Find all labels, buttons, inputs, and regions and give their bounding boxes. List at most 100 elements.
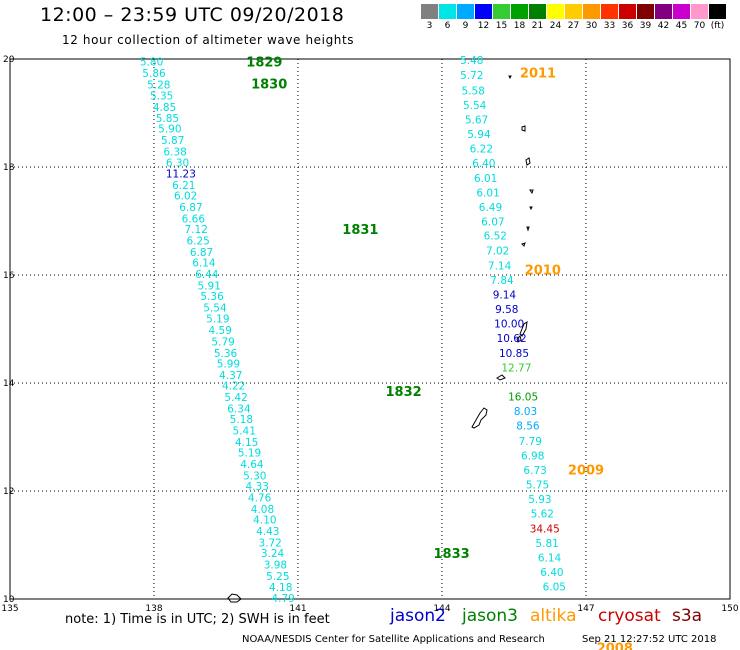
yap-island xyxy=(227,593,242,603)
wave-height-value: 6.01 xyxy=(476,187,499,199)
longitude-label: 138 xyxy=(145,604,162,614)
satellite-s3a: s3a xyxy=(672,606,703,626)
wave-height-value: 5.25 xyxy=(266,571,289,583)
legend-swatch xyxy=(547,4,564,19)
longitude-label: 147 xyxy=(577,604,594,614)
island-outlines xyxy=(227,75,534,603)
pass-time-label: 2011 xyxy=(520,67,556,82)
legend-label: 39 xyxy=(639,21,652,31)
legend-swatch xyxy=(583,4,600,19)
wave-height-value: 5.41 xyxy=(233,426,256,438)
wave-height-value: 5.75 xyxy=(526,480,549,492)
latitude-label: 14 xyxy=(3,379,15,389)
wave-height-value: 6.07 xyxy=(481,217,504,229)
wave-height-value: 5.30 xyxy=(243,470,266,482)
right-track: 5.48 5.72 5.58 5.54 5.67 5.94 6.22 6.40 6.01 6.01… xyxy=(460,55,566,594)
legend-swatch xyxy=(457,4,474,19)
tinian-island xyxy=(516,335,522,343)
wave-height-value: 12.77 xyxy=(501,362,531,374)
wave-height-value: 4.79 xyxy=(271,593,294,605)
wave-height-value: 5.94 xyxy=(467,129,491,141)
wave-height-value: 5.28 xyxy=(147,79,170,91)
guam-island xyxy=(471,407,488,429)
legend-label: 45 xyxy=(675,21,688,31)
wave-height-value: 5.35 xyxy=(150,91,173,103)
legend-swatch xyxy=(421,4,438,19)
legend-swatch xyxy=(439,4,456,19)
wave-height-value: 6.73 xyxy=(523,465,546,477)
wave-height-value: 4.59 xyxy=(209,325,232,337)
alamagan-island xyxy=(529,189,534,195)
satellite-jason2: jason2 xyxy=(390,606,446,626)
legend-label: 9 xyxy=(462,21,469,31)
anatahan-island xyxy=(521,242,526,247)
wave-height-value: 5.58 xyxy=(462,85,485,97)
legend-swatch xyxy=(637,4,654,19)
pass-time-label: 1830 xyxy=(251,77,287,92)
longitude-label: 135 xyxy=(1,604,18,614)
legend-label: 42 xyxy=(657,21,670,31)
wave-height-value: 5.67 xyxy=(465,114,488,126)
wave-height-value: 4.33 xyxy=(246,481,269,493)
wave-height-value: 4.43 xyxy=(256,526,279,538)
pass-time-label: 1833 xyxy=(434,547,470,562)
saipan-island xyxy=(519,320,528,337)
longitude-label: 141 xyxy=(289,604,306,614)
wave-height-value: 5.54 xyxy=(463,100,487,112)
wave-height-value: 6.05 xyxy=(543,582,566,594)
wave-height-value: 6.22 xyxy=(470,144,493,156)
legend-swatch xyxy=(511,4,528,19)
wave-height-value: 4.15 xyxy=(235,437,258,449)
rota-island xyxy=(496,374,506,381)
longitude-label: 144 xyxy=(433,604,450,614)
wave-height-value: 7.14 xyxy=(488,260,512,272)
legend-label: 33 xyxy=(603,21,616,31)
wave-height-value: 10.85 xyxy=(499,348,529,360)
wave-height-value: 6.30 xyxy=(166,158,189,170)
wave-height-value: 16.05 xyxy=(508,392,538,404)
altimeter-tracks: 5.805.865.285.354.855.855.905.876.386.30… xyxy=(140,55,566,605)
wave-height-value: 6.25 xyxy=(186,235,209,247)
map-frame xyxy=(9,58,731,600)
wave-height-value: 7.02 xyxy=(486,246,509,258)
wave-height-value: 3.72 xyxy=(258,537,281,549)
wave-height-value: 5.80 xyxy=(140,57,163,69)
wave-height-value: 5.19 xyxy=(206,314,229,326)
wave-height-value: 5.90 xyxy=(158,124,181,136)
legend-swatch xyxy=(475,4,492,19)
wave-height-value: 6.02 xyxy=(174,191,197,203)
wave-height-value: 8.03 xyxy=(514,406,537,418)
left-track: 5.805.865.285.354.855.855.905.876.386.30… xyxy=(140,57,295,605)
legend-label: 24 xyxy=(549,21,562,31)
wave-height-value: 5.99 xyxy=(217,359,240,371)
wave-height-value: 5.93 xyxy=(528,494,551,506)
wave-height-value: 34.45 xyxy=(530,523,560,535)
wave-height-value: 11.23 xyxy=(166,168,196,180)
wave-height-value: 5.48 xyxy=(460,55,483,67)
wave-height-value: 7.79 xyxy=(519,436,542,448)
pass-time-label: 2010 xyxy=(525,264,561,279)
wave-height-value: 3.24 xyxy=(261,548,285,560)
wave-height-value: 6.98 xyxy=(521,450,544,462)
legend-swatch xyxy=(619,4,636,19)
pass-time-label: 1832 xyxy=(386,385,422,400)
wave-height-value: 6.14 xyxy=(538,552,562,564)
wave-height-value: 5.72 xyxy=(460,70,483,82)
wave-height-value: 5.36 xyxy=(200,291,224,303)
legend-label: 3 xyxy=(426,21,433,31)
wave-height-value: 4.64 xyxy=(240,459,264,471)
legend-label: 36 xyxy=(621,21,634,31)
wave-height-value: 5.19 xyxy=(238,448,261,460)
legend-swatch xyxy=(565,4,582,19)
wave-height-value: 5.81 xyxy=(535,538,558,550)
legend-swatch xyxy=(673,4,690,19)
wave-height-value: 10.00 xyxy=(494,319,524,331)
generated-timestamp: Sep 21 12:27:52 UTC 2018 xyxy=(582,634,717,645)
legend-swatch xyxy=(691,4,708,19)
latitude-label: 10 xyxy=(3,595,15,605)
wave-height-value: 4.85 xyxy=(153,102,176,114)
legend-label: 18 xyxy=(513,21,526,31)
latitude-label: 12 xyxy=(3,487,14,497)
pass-time-label: 1829 xyxy=(246,56,282,71)
wave-height-value: 6.52 xyxy=(484,231,507,243)
